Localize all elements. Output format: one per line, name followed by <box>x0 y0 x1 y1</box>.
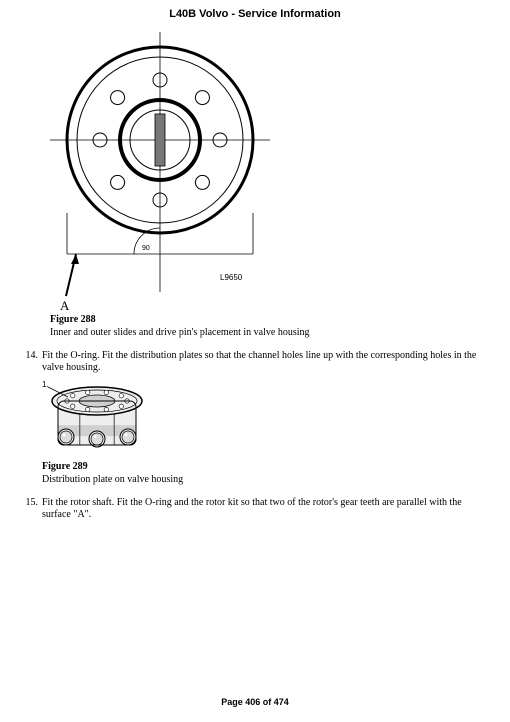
figure-289-diagram: 1. <box>42 379 152 459</box>
footer-text: Page 406 of 474 <box>221 697 289 707</box>
step-14-text: Fit the O-ring. Fit the distribution pla… <box>42 350 476 374</box>
figure-288-block: 90 L9650 A Figure 288 Inner and outer slid… <box>50 32 492 340</box>
step-14-body: Fit the O-ring. Fit the distribution pla… <box>42 350 492 487</box>
step-14-number: 14. <box>18 350 42 487</box>
step-15-text: Fit the rotor shaft. Fit the O-ring and … <box>42 497 462 521</box>
svg-text:1.: 1. <box>42 380 49 389</box>
figure-289-block: 1. Figure 289 Distribution plate on valv… <box>42 379 492 487</box>
svg-text:A: A <box>60 298 70 312</box>
figure-288-caption: Inner and outer slides and drive pin's p… <box>50 327 492 340</box>
figure-289-caption: Distribution plate on valve housing <box>42 474 492 487</box>
page-footer: Page 406 of 474 <box>0 697 510 708</box>
figure-288-label: Figure 288 <box>50 314 492 327</box>
header-title: L40B Volvo - Service Information <box>169 8 341 20</box>
service-page: L40B Volvo - Service Information 90 L9650… <box>0 0 510 722</box>
svg-text:90: 90 <box>142 245 150 252</box>
svg-text:L9650: L9650 <box>220 273 243 282</box>
step-15-number: 15. <box>18 497 42 522</box>
figure-289-label: Figure 289 <box>42 461 492 474</box>
step-15-body: Fit the rotor shaft. Fit the O-ring and … <box>42 497 492 522</box>
page-header: L40B Volvo - Service Information <box>18 8 492 22</box>
step-15: 15. Fit the rotor shaft. Fit the O-ring … <box>18 497 492 522</box>
step-14: 14. Fit the O-ring. Fit the distribution… <box>18 350 492 487</box>
figure-288-diagram: 90 L9650 A <box>50 32 270 312</box>
